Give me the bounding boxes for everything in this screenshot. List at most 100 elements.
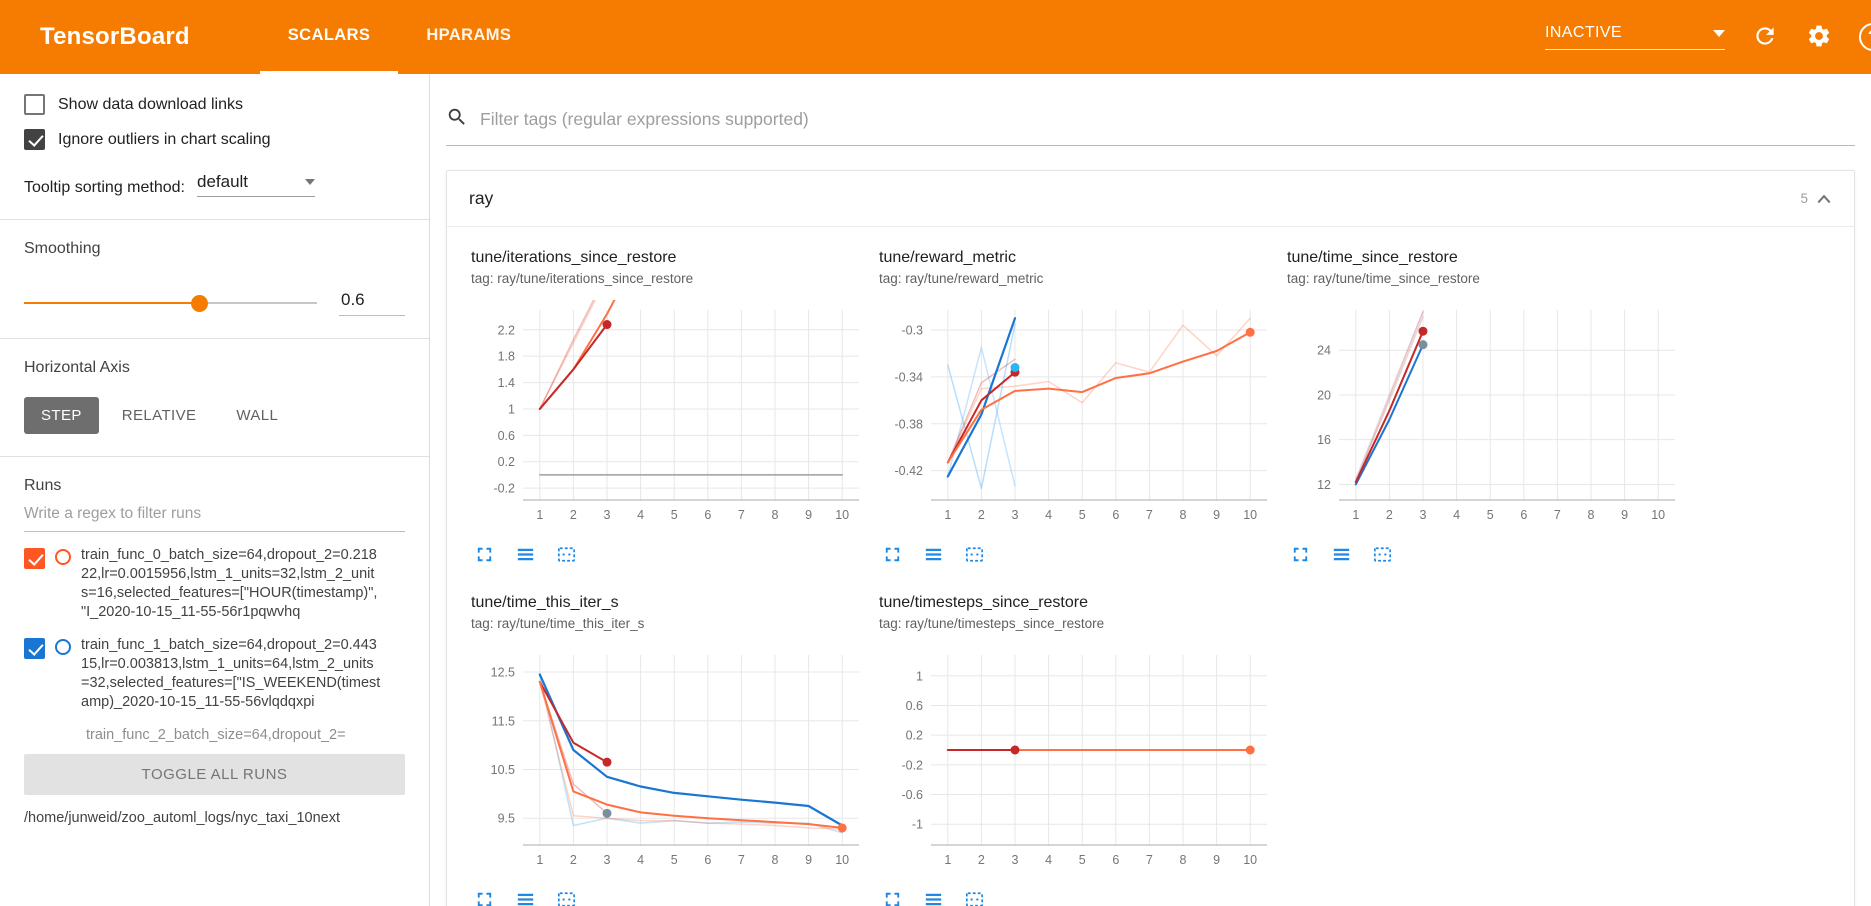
- chart-grid: tune/iterations_since_restore tag: ray/t…: [447, 227, 1854, 906]
- run-selector-button[interactable]: [920, 541, 947, 568]
- chart-title: tune/iterations_since_restore: [471, 249, 677, 266]
- svg-text:7: 7: [738, 853, 745, 867]
- tooltip-sorting-select[interactable]: default: [196, 172, 315, 197]
- svg-text:-1: -1: [912, 818, 923, 832]
- smoothing-value-input[interactable]: [339, 290, 405, 316]
- ray-section-card: ray 5 tune/iterations_since_restore tag:…: [446, 170, 1855, 906]
- svg-text:20: 20: [1317, 388, 1331, 402]
- chart-plot[interactable]: 1 2 3 4 5 6 7 8 9 10 -0.42 -0.38 -0.34 -0.3: [879, 300, 1279, 533]
- fit-domain-button[interactable]: [961, 541, 988, 568]
- horizontal-axis-label: Horizontal Axis: [24, 359, 130, 376]
- tooltip-sorting-row: Tooltip sorting method: default: [24, 172, 405, 197]
- svg-text:5: 5: [1079, 853, 1086, 867]
- chart-plot[interactable]: 1 2 3 4 5 6 7 8 9 10 1 0.6 0.2 -0.2 -0.6 -1: [879, 645, 1279, 878]
- settings-button[interactable]: [1805, 23, 1833, 51]
- dashed-box-icon: [963, 888, 986, 906]
- chevron-up-icon[interactable]: [1816, 193, 1832, 205]
- fit-domain-button[interactable]: [961, 886, 988, 906]
- svg-text:1: 1: [944, 853, 951, 867]
- svg-text:1.4: 1.4: [498, 376, 515, 390]
- run-name: train_func_1_batch_size=64,dropout_2=0.4…: [81, 637, 381, 710]
- svg-text:5: 5: [671, 508, 678, 522]
- chart-tag: tag: ray/tune/reward_metric: [879, 271, 1044, 286]
- checkbox-checked-icon[interactable]: [24, 129, 45, 150]
- log-directory-path: /home/junweid/zoo_automl_logs/nyc_taxi_1…: [24, 810, 340, 826]
- toggle-all-runs-button[interactable]: TOGGLE ALL RUNS: [24, 754, 405, 795]
- refresh-button[interactable]: [1751, 23, 1779, 51]
- run-selector-button[interactable]: [512, 541, 539, 568]
- run-selector-button[interactable]: [920, 886, 947, 906]
- svg-text:9: 9: [805, 853, 812, 867]
- chart-title: tune/time_since_restore: [1287, 249, 1458, 266]
- svg-text:1: 1: [536, 508, 543, 522]
- show-download-links-option[interactable]: Show data download links: [24, 94, 405, 115]
- chart-plot[interactable]: 1 2 3 4 5 6 7 8 9 10 9.5 10.5 11.5 12.5: [471, 645, 871, 878]
- svg-text:4: 4: [637, 508, 644, 522]
- ignore-outliers-option[interactable]: Ignore outliers in chart scaling: [24, 129, 405, 150]
- general-options-section: Show data download links Ignore outliers…: [0, 74, 429, 220]
- fit-domain-button[interactable]: [1369, 541, 1396, 568]
- svg-text:10: 10: [1243, 508, 1257, 522]
- expand-chart-button[interactable]: [471, 886, 498, 906]
- axis-step-button[interactable]: STEP: [24, 397, 99, 434]
- svg-text:6: 6: [1112, 508, 1119, 522]
- ignore-outliers-label: Ignore outliers in chart scaling: [58, 130, 271, 148]
- svg-text:9: 9: [1213, 508, 1220, 522]
- svg-text:-0.34: -0.34: [895, 370, 924, 384]
- run-row[interactable]: train_func_2_batch_size=64,dropout_2=: [24, 726, 405, 748]
- runs-filter-input[interactable]: [24, 495, 405, 532]
- svg-text:7: 7: [738, 508, 745, 522]
- slider-thumb[interactable]: [191, 294, 209, 312]
- svg-text:3: 3: [604, 508, 611, 522]
- tab-hparams[interactable]: HPARAMS: [426, 26, 512, 44]
- lines-menu-icon: [514, 543, 537, 566]
- svg-text:9: 9: [1213, 853, 1220, 867]
- chart-tag: tag: ray/tune/iterations_since_restore: [471, 271, 694, 286]
- section-title: ray: [469, 188, 494, 208]
- chart-title: tune/timesteps_since_restore: [879, 594, 1088, 611]
- expand-chart-button[interactable]: [471, 541, 498, 568]
- svg-text:12: 12: [1317, 478, 1331, 492]
- chevron-down-icon: [1713, 29, 1725, 37]
- chart-toolbar: [1287, 541, 1687, 568]
- fit-domain-button[interactable]: [553, 886, 580, 906]
- checkbox-icon[interactable]: [24, 94, 45, 115]
- run-selector-button[interactable]: [1328, 541, 1355, 568]
- svg-text:3: 3: [1012, 853, 1019, 867]
- chart-tag: tag: ray/tune/time_since_restore: [1287, 271, 1480, 286]
- run-row[interactable]: train_func_1_batch_size=64,dropout_2=0.4…: [24, 636, 405, 712]
- tab-scalars[interactable]: SCALARS: [259, 0, 399, 74]
- axis-wall-button[interactable]: WALL: [219, 397, 295, 434]
- svg-text:11.5: 11.5: [492, 714, 515, 728]
- run-checkbox-icon[interactable]: [24, 638, 45, 659]
- fit-domain-button[interactable]: [553, 541, 580, 568]
- svg-text:0.2: 0.2: [498, 455, 515, 469]
- svg-text:9: 9: [805, 508, 812, 522]
- run-checkbox-icon[interactable]: [24, 548, 45, 569]
- svg-text:7: 7: [1146, 853, 1153, 867]
- expand-chart-button[interactable]: [879, 886, 906, 906]
- smoothing-slider[interactable]: [24, 294, 317, 312]
- ray-section-header[interactable]: ray 5: [447, 171, 1854, 227]
- expand-chart-button[interactable]: [1287, 541, 1314, 568]
- svg-text:10.5: 10.5: [491, 763, 515, 777]
- svg-text:1: 1: [508, 402, 515, 416]
- chart-plot[interactable]: 1 2 3 4 5 6 7 8 9 10 -0.2 0.2 0.6 1 1.4 1.8 2.2: [471, 300, 871, 533]
- svg-text:-0.6: -0.6: [901, 788, 923, 802]
- runs-label: Runs: [24, 477, 62, 494]
- chevron-down-icon: [304, 179, 315, 185]
- help-icon[interactable]: ?: [1859, 23, 1871, 51]
- run-row[interactable]: train_func_0_batch_size=64,dropout_2=0.2…: [24, 546, 405, 622]
- svg-text:6: 6: [1112, 853, 1119, 867]
- run-name: train_func_2_batch_size=64,dropout_2=: [86, 727, 346, 743]
- search-icon: [446, 106, 468, 133]
- axis-relative-button[interactable]: RELATIVE: [105, 397, 214, 434]
- run-color-icon: [55, 639, 71, 655]
- tag-filter-input[interactable]: [480, 109, 1855, 130]
- run-selector-button[interactable]: [512, 886, 539, 906]
- status-dropdown[interactable]: INACTIVE: [1545, 24, 1725, 50]
- svg-text:10: 10: [1651, 508, 1665, 522]
- chart-title: tune/time_this_iter_s: [471, 594, 619, 611]
- expand-chart-button[interactable]: [879, 541, 906, 568]
